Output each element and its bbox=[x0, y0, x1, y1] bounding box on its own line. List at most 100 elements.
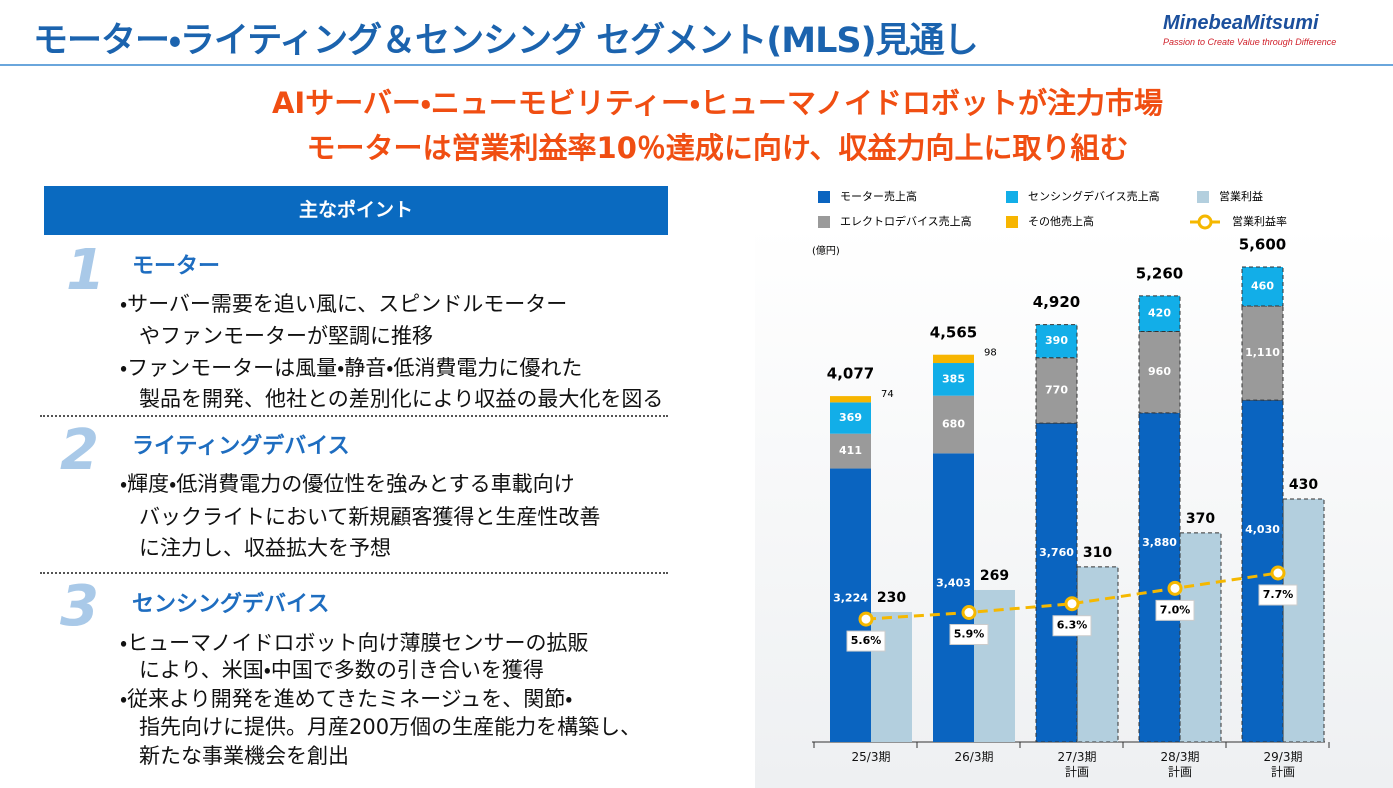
margin-marker bbox=[1064, 596, 1080, 612]
title: モーター・ライティング＆センシング セグメント(MLS)見通し bbox=[33, 21, 979, 61]
label-box bbox=[1258, 584, 1298, 606]
label-box bbox=[1155, 599, 1195, 621]
bar-segment bbox=[1138, 295, 1181, 332]
data-label: 420 bbox=[1148, 307, 1171, 320]
bar-segment bbox=[933, 363, 974, 396]
legend-swatch bbox=[1006, 216, 1018, 228]
headline: モーターは営業利益率10％達成に向け、収益力向上に取り組む bbox=[306, 131, 1129, 165]
legend-label: 営業利益 bbox=[1219, 189, 1263, 203]
bar-segment bbox=[1138, 412, 1181, 743]
point-number: 1 bbox=[66, 238, 105, 303]
bar-segment bbox=[933, 453, 974, 742]
margin-marker bbox=[858, 611, 874, 627]
bullet-line: 指先向けに提供。月産200万個の生産能力を構築し、 bbox=[139, 715, 642, 739]
legend-label: 営業利益率 bbox=[1232, 214, 1287, 228]
data-label: 269 bbox=[980, 568, 1009, 584]
point-heading: センシングデバイス bbox=[132, 592, 330, 617]
label-box bbox=[846, 630, 886, 652]
bar bbox=[1179, 532, 1222, 743]
separator bbox=[40, 572, 668, 574]
bullet-line: ・従来より開発を進めてきたミネージュを、関節・ bbox=[120, 687, 573, 711]
x-tick-label: 25/3期 bbox=[851, 750, 891, 764]
points-title: 主なポイント bbox=[44, 186, 668, 235]
legend-swatch bbox=[1006, 191, 1018, 203]
data-label: 369 bbox=[839, 411, 862, 424]
data-label: 430 bbox=[1289, 477, 1318, 493]
legend-swatch bbox=[818, 216, 830, 228]
bar-segment bbox=[1035, 324, 1078, 359]
label-box bbox=[1052, 615, 1092, 637]
legend-label: モーター売上高 bbox=[840, 189, 917, 203]
x-tick-label: 27/3期 計画 bbox=[1057, 750, 1097, 779]
data-label: 960 bbox=[1148, 365, 1171, 378]
bar-segment bbox=[830, 402, 871, 434]
data-label: 3,224 bbox=[833, 592, 868, 605]
bar bbox=[1076, 566, 1119, 743]
data-label: 5.9% bbox=[954, 628, 985, 641]
margin-marker bbox=[1270, 565, 1286, 581]
bar bbox=[1282, 498, 1325, 743]
legend-swatch bbox=[1197, 191, 1209, 203]
header-rule bbox=[0, 64, 1393, 66]
headline: AIサーバー・ニューモビリティー・ヒューマノイドロボットが注力市場 bbox=[271, 86, 1164, 120]
label-box bbox=[949, 624, 989, 646]
bullet-line: やファンモーターが堅調に推移 bbox=[139, 324, 433, 348]
data-label: 370 bbox=[1186, 511, 1215, 527]
data-label: 385 bbox=[942, 372, 965, 385]
bar bbox=[974, 589, 1015, 742]
bar-segment bbox=[830, 396, 871, 403]
total-label: 5,600 bbox=[1239, 236, 1286, 254]
legend-label: センシングデバイス売上高 bbox=[1028, 189, 1160, 203]
total-label: 4,920 bbox=[1033, 293, 1080, 311]
bullet-line: ・ファンモーターは風量・静音・低消費電力に優れた bbox=[120, 356, 583, 380]
data-label: 4,030 bbox=[1245, 523, 1280, 536]
data-label: 3,760 bbox=[1039, 546, 1074, 559]
bar-segment bbox=[1241, 305, 1284, 401]
data-label: 74 bbox=[881, 389, 894, 400]
data-label: 98 bbox=[984, 348, 997, 359]
bar-segment bbox=[1241, 266, 1284, 307]
x-tick-label: 26/3期 bbox=[954, 750, 994, 764]
bullet-line: バックライトにおいて新規顧客獲得と生産性改善 bbox=[139, 505, 601, 529]
total-label: 4,565 bbox=[930, 323, 977, 341]
bullet-line: により、米国・中国で多数の引き合いを獲得 bbox=[139, 658, 544, 682]
data-label: 1,110 bbox=[1245, 346, 1280, 359]
data-label: 230 bbox=[877, 590, 906, 606]
bullet-line: ・輝度・低消費電力の優位性を強みとする車載向け bbox=[120, 472, 575, 496]
separator bbox=[40, 415, 668, 417]
total-label: 4,077 bbox=[827, 365, 874, 383]
data-label: 3,403 bbox=[936, 576, 971, 589]
tagline: Passion to Create Value through Differen… bbox=[1163, 37, 1337, 47]
margin-marker bbox=[961, 605, 977, 621]
total-label: 5,260 bbox=[1136, 264, 1183, 282]
bar-segment bbox=[933, 395, 974, 454]
data-label: 7.0% bbox=[1160, 603, 1191, 616]
point-number: 2 bbox=[60, 418, 99, 483]
bullet-line: ・サーバー需要を追い風に、スピンドルモーター bbox=[120, 292, 568, 316]
legend-label: その他売上高 bbox=[1028, 214, 1094, 228]
bar-segment bbox=[830, 433, 871, 469]
data-label: 411 bbox=[839, 444, 862, 457]
data-label: 3,880 bbox=[1142, 536, 1177, 549]
data-label: 680 bbox=[942, 418, 965, 431]
bar-segment bbox=[933, 354, 974, 364]
logo: MinebeaMitsumi bbox=[1163, 12, 1319, 34]
margin-line bbox=[865, 571, 1279, 621]
point-heading: モーター bbox=[132, 254, 221, 279]
bullet-line: ・ヒューマノイドロボット向け薄膜センサーの拡販 bbox=[120, 631, 589, 655]
legend-label: エレクトロデバイス売上高 bbox=[840, 214, 972, 228]
point-heading: ライティングデバイス bbox=[132, 434, 350, 459]
data-label: 6.3% bbox=[1057, 619, 1088, 632]
point-number: 3 bbox=[60, 574, 99, 639]
legend-marker bbox=[1197, 214, 1213, 230]
data-label: 390 bbox=[1045, 334, 1068, 347]
bar-segment bbox=[830, 468, 871, 742]
x-tick-label: 29/3期 計画 bbox=[1263, 750, 1303, 779]
bullet-line: に注力し、収益拡大を予想 bbox=[139, 536, 391, 560]
unit-label: (億円) bbox=[812, 244, 840, 257]
data-label: 5.6% bbox=[851, 634, 882, 647]
margin-marker bbox=[1167, 580, 1183, 596]
bar-segment bbox=[1138, 330, 1181, 414]
